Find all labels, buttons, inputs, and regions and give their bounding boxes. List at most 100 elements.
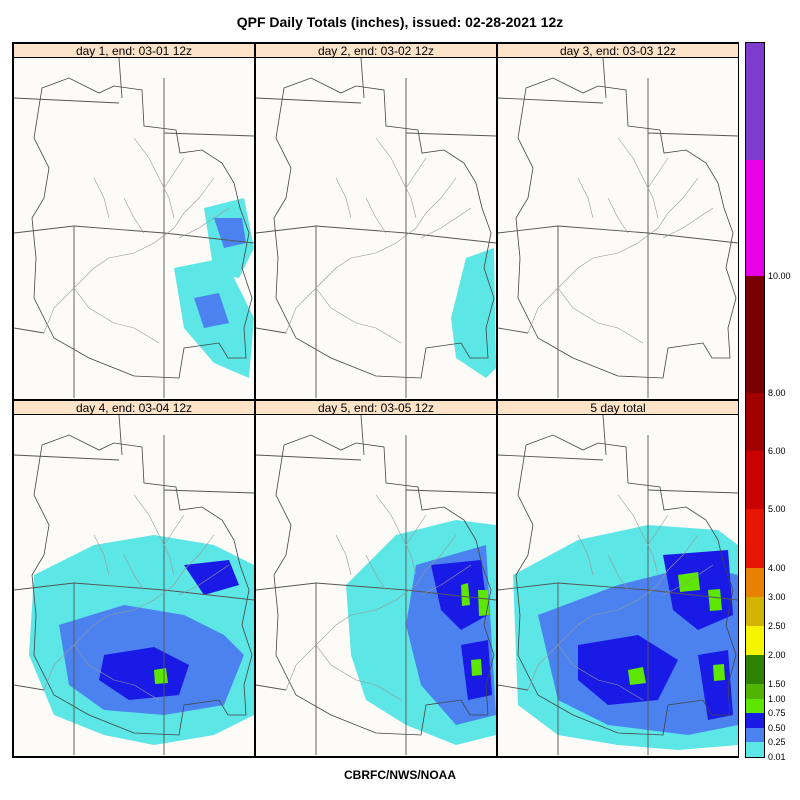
river-line xyxy=(163,514,185,546)
river-line xyxy=(285,534,457,691)
state-boundary xyxy=(163,132,254,137)
state-boundary xyxy=(647,132,738,137)
legend-tick-label: 4.00 xyxy=(768,562,786,573)
river-line xyxy=(647,514,669,546)
river-line xyxy=(662,207,714,239)
panel-title: day 5, end: 03-05 12z xyxy=(256,401,496,415)
river-line xyxy=(133,494,175,576)
precip-area xyxy=(628,667,646,685)
legend-swatch xyxy=(746,567,764,597)
state-boundary xyxy=(14,97,120,104)
legend-swatch xyxy=(746,43,764,160)
state-boundary xyxy=(647,489,738,494)
map-panel-day-1: day 1, end: 03-01 12z xyxy=(13,43,255,400)
state-boundary xyxy=(405,132,496,137)
state-boundary xyxy=(14,327,45,334)
river-line xyxy=(93,177,110,219)
river-line xyxy=(375,137,417,219)
legend-swatch xyxy=(746,698,764,714)
legend-tick-label: 6.00 xyxy=(768,446,786,456)
precip-area xyxy=(154,668,168,684)
legend-tick-label: 1.50 xyxy=(768,679,786,690)
river-line xyxy=(43,534,215,691)
panel-title: day 3, end: 03-03 12z xyxy=(498,44,738,58)
map-panel-day-4: day 4, end: 03-04 12z xyxy=(13,400,255,757)
river-line xyxy=(577,534,594,576)
river-line xyxy=(123,197,145,234)
legend-swatch xyxy=(746,276,764,393)
legend-tick-label: 3.00 xyxy=(768,591,786,602)
state-boundary xyxy=(256,684,287,691)
legend-tick-label: 0.75 xyxy=(768,708,786,719)
legend-tick-label: 2.50 xyxy=(768,620,786,631)
state-boundary xyxy=(498,454,604,461)
legend-swatch xyxy=(746,159,764,277)
map-panel-5-day-total: 5 day total xyxy=(497,400,739,757)
map-panel-day-3: day 3, end: 03-03 12z xyxy=(497,43,739,400)
precip-area xyxy=(184,560,239,595)
river-line xyxy=(405,514,427,546)
panel-title: day 1, end: 03-01 12z xyxy=(14,44,254,58)
state-boundary xyxy=(256,225,496,244)
panel-title: 5 day total xyxy=(498,401,738,415)
footer-credit: CBRFC/NWS/NOAA xyxy=(344,768,456,782)
river-line xyxy=(527,177,699,334)
river-line xyxy=(315,644,402,701)
basin-boundary xyxy=(31,77,253,379)
legend-swatch xyxy=(746,625,764,655)
legend-swatch xyxy=(746,742,764,757)
river-line xyxy=(557,287,644,344)
river-line xyxy=(178,207,230,239)
river-line xyxy=(73,644,160,701)
state-boundary xyxy=(256,454,362,461)
precip-map xyxy=(256,415,496,755)
precip-area xyxy=(431,560,488,630)
river-line xyxy=(285,177,457,334)
legend-tick-label: 0.50 xyxy=(768,722,786,733)
river-line xyxy=(662,564,714,596)
legend-tick-label: 2.00 xyxy=(768,650,786,660)
basin-boundary xyxy=(31,434,253,736)
map-grid: day 1, end: 03-01 12z day 2, end: 03-02 … xyxy=(12,42,739,758)
river-line xyxy=(43,177,215,334)
river-line xyxy=(577,177,594,219)
state-boundary xyxy=(163,489,254,494)
river-line xyxy=(365,197,387,234)
precip-area xyxy=(708,589,722,611)
river-line xyxy=(527,534,699,691)
basin-boundary xyxy=(273,434,495,736)
river-line xyxy=(93,534,110,576)
state-boundary xyxy=(256,327,287,334)
map-panel-day-5: day 5, end: 03-05 12z xyxy=(255,400,497,757)
precip-area xyxy=(194,293,229,328)
river-line xyxy=(315,287,402,344)
river-line xyxy=(375,494,417,576)
precip-area xyxy=(461,583,470,606)
river-line xyxy=(607,197,629,234)
state-boundary xyxy=(498,327,529,334)
state-boundary xyxy=(14,582,254,601)
river-line xyxy=(335,177,352,219)
panel-title: day 2, end: 03-02 12z xyxy=(256,44,496,58)
river-line xyxy=(365,554,387,591)
river-line xyxy=(647,157,669,189)
state-boundary xyxy=(498,225,738,244)
precip-area xyxy=(698,650,733,720)
precip-area xyxy=(713,664,725,681)
precip-map xyxy=(256,58,496,398)
state-boundary xyxy=(405,489,496,494)
precip-area xyxy=(471,659,482,676)
river-line xyxy=(617,494,659,576)
river-line xyxy=(405,157,427,189)
legend-swatch xyxy=(746,727,764,743)
legend-tick-label: 10.00 xyxy=(768,271,791,282)
state-boundary xyxy=(256,97,362,104)
river-line xyxy=(73,287,160,344)
river-line xyxy=(178,564,230,596)
basin-boundary xyxy=(515,434,737,736)
color-legend xyxy=(745,42,765,758)
panel-title: day 4, end: 03-04 12z xyxy=(14,401,254,415)
legend-tick-label: 8.00 xyxy=(768,387,786,398)
legend-swatch xyxy=(746,451,764,510)
basin-boundary xyxy=(273,77,495,379)
